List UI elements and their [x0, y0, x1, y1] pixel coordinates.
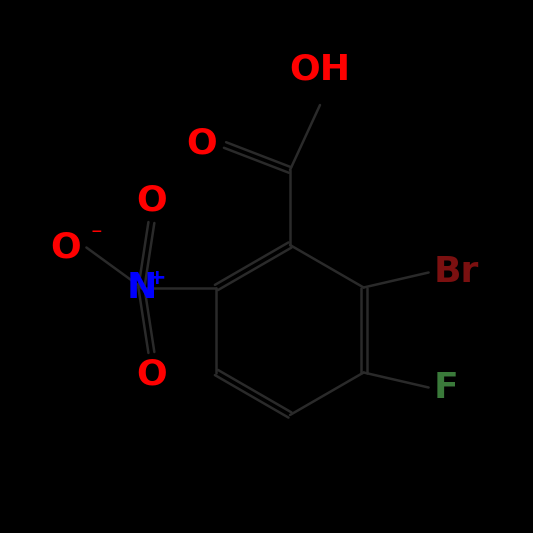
Text: N: N: [126, 271, 157, 304]
Text: O: O: [136, 358, 167, 392]
Text: O: O: [186, 126, 217, 160]
Text: F: F: [434, 370, 458, 405]
Text: ⁻: ⁻: [91, 225, 102, 246]
Text: +: +: [148, 268, 167, 287]
Text: Br: Br: [434, 255, 479, 289]
Text: OH: OH: [289, 53, 351, 87]
Text: O: O: [51, 230, 82, 264]
Text: O: O: [136, 183, 167, 217]
